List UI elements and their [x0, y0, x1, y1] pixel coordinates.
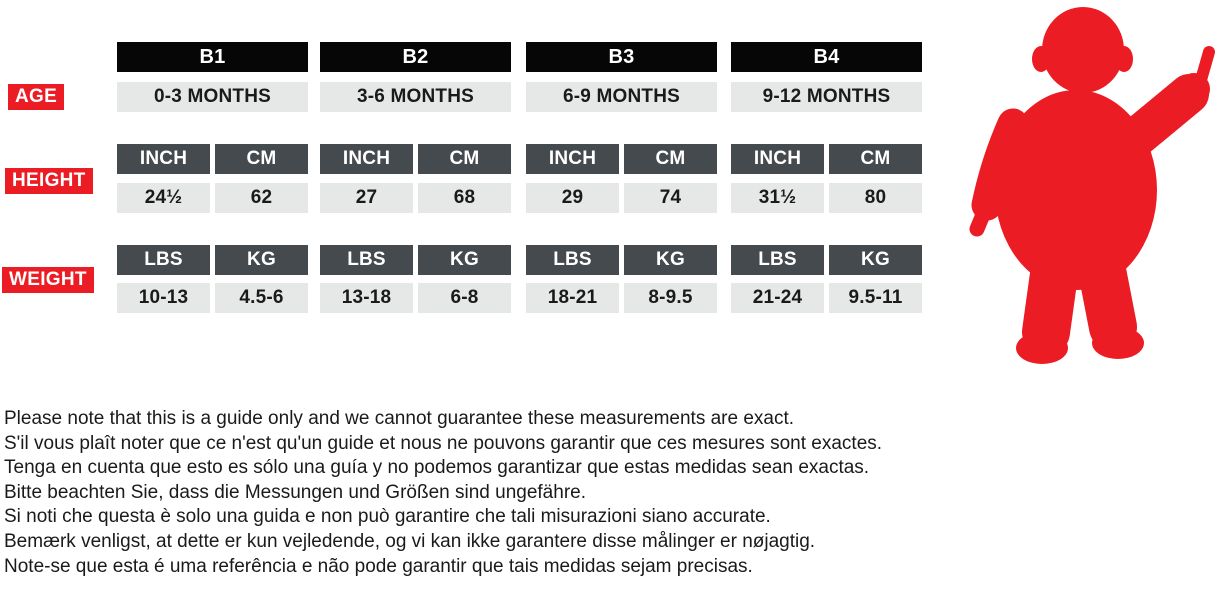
disclaimer-line-de: Bitte beachten Sie, dass die Messungen u…: [4, 481, 586, 503]
size-column-b2: B2 3-6 MONTHS INCH CM 27 68 LBS KG 13-18…: [320, 42, 511, 313]
unit-header-cm: CM: [829, 144, 922, 174]
height-inch-value: 24½: [117, 183, 210, 213]
disclaimer-line-it: Si noti che questa è solo una guida e no…: [4, 506, 771, 528]
disclaimer-line-da: Bemærk venligst, at dette er kun vejlede…: [4, 530, 816, 552]
unit-header-lbs: LBS: [117, 245, 210, 275]
size-header: B4: [731, 42, 922, 72]
row-label-age: AGE: [8, 84, 65, 110]
height-inch-value: 31½: [731, 183, 824, 213]
unit-header-kg: KG: [215, 245, 308, 275]
unit-header-cm: CM: [418, 144, 511, 174]
unit-header-kg: KG: [829, 245, 922, 275]
size-column-b4: B4 9-12 MONTHS INCH CM 31½ 80 LBS KG 21-…: [731, 42, 922, 313]
size-header: B1: [117, 42, 308, 72]
height-inch-value: 29: [526, 183, 619, 213]
size-column-b1: B1 0-3 MONTHS INCH CM 24½ 62 LBS KG 10-1…: [117, 42, 308, 313]
size-column-b3: B3 6-9 MONTHS INCH CM 29 74 LBS KG 18-21…: [526, 42, 717, 313]
weight-kg-value: 4.5-6: [215, 283, 308, 313]
disclaimer-line-en: Please note that this is a guide only an…: [4, 408, 795, 429]
weight-lbs-value: 18-21: [526, 283, 619, 313]
row-label-height: HEIGHT: [5, 168, 93, 194]
unit-header-lbs: LBS: [320, 245, 413, 275]
disclaimer-line-es: Tenga en cuenta que esto es sólo una guí…: [4, 457, 870, 479]
size-header: B2: [320, 42, 511, 72]
height-cm-value: 74: [624, 183, 717, 213]
weight-lbs-value: 10-13: [117, 283, 210, 313]
age-value: 0-3 MONTHS: [117, 82, 308, 112]
height-cm-value: 68: [418, 183, 511, 213]
weight-kg-value: 8-9.5: [624, 283, 717, 313]
unit-header-inch: INCH: [320, 144, 413, 174]
unit-header-lbs: LBS: [526, 245, 619, 275]
weight-kg-value: 9.5-11: [829, 283, 922, 313]
unit-header-kg: KG: [418, 245, 511, 275]
disclaimer-line-fr: S'il vous plaît noter que ce n'est qu'un…: [4, 432, 883, 454]
baby-thumbs-up-icon: [969, 7, 1215, 364]
unit-header-inch: INCH: [117, 144, 210, 174]
height-inch-value: 27: [320, 183, 413, 213]
disclaimer-text: Please note that this is a guide only an…: [4, 407, 882, 579]
height-cm-value: 62: [215, 183, 308, 213]
age-value: 9-12 MONTHS: [731, 82, 922, 112]
height-cm-value: 80: [829, 183, 922, 213]
disclaimer-line-pt: Note-se que esta é uma referência e não …: [4, 555, 753, 577]
size-header: B3: [526, 42, 717, 72]
age-value: 3-6 MONTHS: [320, 82, 511, 112]
age-value: 6-9 MONTHS: [526, 82, 717, 112]
row-label-weight: WEIGHT: [2, 267, 94, 293]
unit-header-inch: INCH: [526, 144, 619, 174]
unit-header-cm: CM: [215, 144, 308, 174]
unit-header-cm: CM: [624, 144, 717, 174]
weight-lbs-value: 13-18: [320, 283, 413, 313]
weight-kg-value: 6-8: [418, 283, 511, 313]
weight-lbs-value: 21-24: [731, 283, 824, 313]
unit-header-lbs: LBS: [731, 245, 824, 275]
unit-header-inch: INCH: [731, 144, 824, 174]
unit-header-kg: KG: [624, 245, 717, 275]
